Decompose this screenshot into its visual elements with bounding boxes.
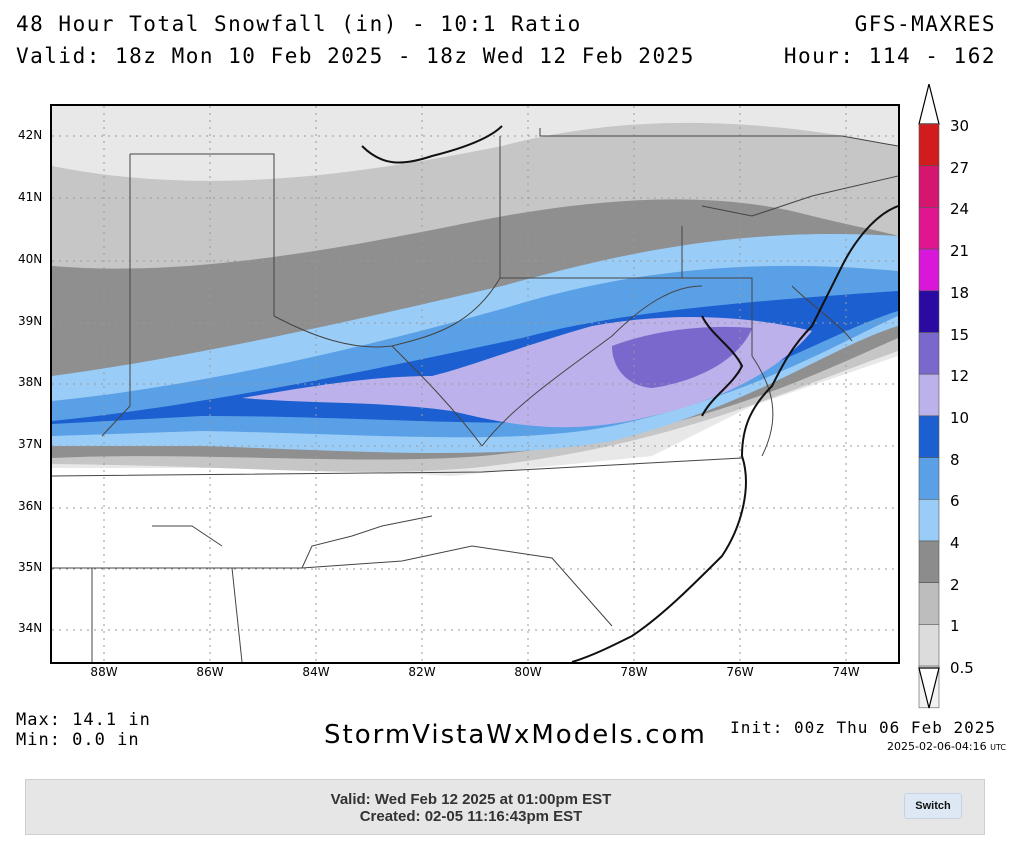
- colorbar-label: 2: [950, 575, 960, 594]
- colorbar-box: [918, 123, 940, 167]
- forecast-hours: Hour: 114 - 162: [783, 44, 996, 68]
- colorbar-box: [918, 373, 940, 417]
- colorbar-label: 30: [950, 117, 970, 135]
- switch-button[interactable]: Switch: [904, 793, 962, 819]
- lat-label-37: 37N: [18, 437, 43, 451]
- lat-label-39: 39N: [18, 314, 43, 328]
- lon-label-82: 82W: [408, 665, 436, 679]
- colorbar-label: 4: [950, 534, 960, 552]
- colorbar-box: [918, 332, 940, 375]
- colorbar-label: 24: [950, 200, 970, 219]
- map-title: 48 Hour Total Snowfall (in) - 10:1 Ratio: [16, 12, 582, 36]
- lon-label-80: 80W: [514, 665, 542, 679]
- colorbar-box: [918, 498, 940, 542]
- timestamp-tz: UTC: [990, 743, 1006, 752]
- colorbar-boxes: [918, 123, 940, 709]
- colorbar-bottom-arrow: [918, 667, 940, 709]
- snowfall-map-graphic: [52, 106, 898, 662]
- colorbar-label: 10: [950, 408, 970, 427]
- colorbar-label: 18: [950, 283, 970, 302]
- timestamp: 2025-02-06-04:16 UTC: [887, 740, 1006, 753]
- footer-valid: Valid: Wed Feb 12 2025 at 01:00pm EST: [330, 791, 612, 808]
- colorbar-label: 21: [950, 242, 970, 261]
- lat-label-40: 40N: [18, 252, 43, 266]
- colorbar-box: [918, 457, 940, 500]
- colorbar-label: 6: [950, 492, 960, 511]
- lat-label-38: 38N: [18, 375, 43, 389]
- lon-label-88: 88W: [90, 665, 118, 679]
- colorbar-label: 0.5: [950, 659, 974, 678]
- max-value: Max: 14.1 in: [16, 710, 151, 730]
- colorbar-box: [918, 415, 940, 458]
- timestamp-text: 2025-02-06-04:16: [887, 740, 987, 753]
- lat-label-42: 42N: [18, 128, 43, 142]
- colorbar-label: 27: [950, 158, 970, 177]
- snowfall-map: [50, 104, 900, 664]
- lat-label-35: 35N: [18, 560, 43, 574]
- colorbar-label: 8: [950, 450, 960, 469]
- lon-label-74: 74W: [832, 665, 860, 679]
- lat-label-34: 34N: [18, 621, 43, 635]
- lon-label-86: 86W: [196, 665, 224, 679]
- colorbar: [918, 84, 940, 709]
- colorbar-box: [918, 624, 940, 667]
- colorbar-top-arrow: [918, 84, 940, 125]
- colorbar-label: 15: [950, 325, 970, 344]
- brand-text: StormVistaWxModels.com: [324, 720, 707, 750]
- colorbar-box: [918, 165, 940, 208]
- colorbar-box: [918, 540, 940, 584]
- lat-label-36: 36N: [18, 499, 43, 513]
- lat-label-41: 41N: [18, 190, 43, 204]
- init-time: Init: 00z Thu 06 Feb 2025: [730, 718, 996, 737]
- valid-range: Valid: 18z Mon 10 Feb 2025 - 18z Wed 12 …: [16, 44, 695, 68]
- lon-label-78: 78W: [620, 665, 648, 679]
- colorbar-box: [918, 290, 940, 333]
- footer-created: Created: 02-05 11:16:43pm EST: [359, 808, 583, 825]
- min-value: Min: 0.0 in: [16, 730, 140, 750]
- model-name: GFS-MAXRES: [854, 12, 996, 36]
- colorbar-label: 1: [950, 617, 960, 636]
- colorbar-box: [918, 207, 940, 250]
- lon-label-76: 76W: [726, 665, 754, 679]
- colorbar-box: [918, 582, 940, 625]
- footer-panel: Valid: Wed Feb 12 2025 at 01:00pm EST Cr…: [25, 779, 985, 835]
- colorbar-box: [918, 248, 940, 292]
- colorbar-label: 12: [950, 367, 970, 386]
- lon-label-84: 84W: [302, 665, 330, 679]
